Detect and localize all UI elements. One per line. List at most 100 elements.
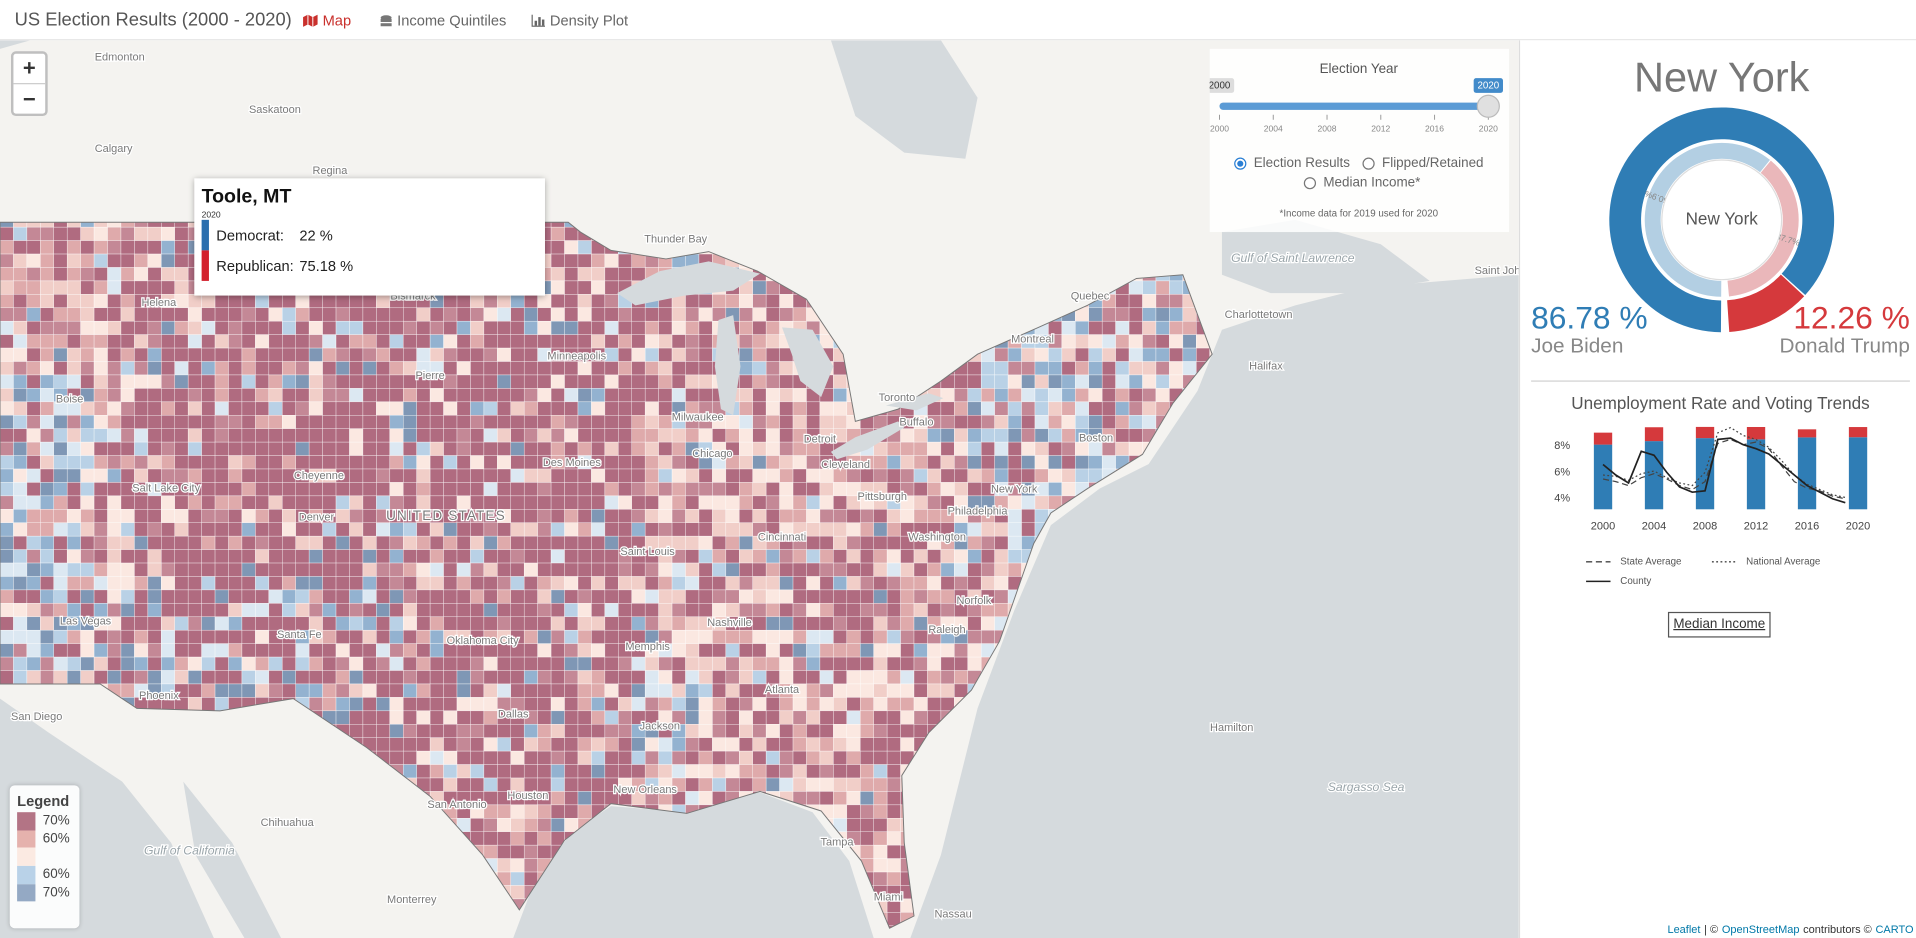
county: [685, 670, 700, 685]
county: [886, 710, 901, 725]
county: [913, 656, 928, 671]
county: [26, 253, 41, 268]
county: [604, 509, 619, 523]
county: [644, 603, 659, 618]
county: [26, 428, 41, 443]
county: [631, 307, 646, 322]
county: [241, 629, 256, 644]
county: [604, 347, 619, 362]
county: [846, 791, 861, 806]
county: [456, 777, 471, 792]
county: [456, 522, 471, 537]
county: [13, 455, 28, 470]
county: [779, 455, 794, 470]
county: [80, 629, 95, 644]
county: [523, 750, 538, 765]
county: [0, 240, 14, 255]
county: [860, 616, 874, 631]
tab-map[interactable]: Map: [303, 12, 351, 29]
county: [631, 522, 646, 537]
county: [416, 683, 431, 698]
county: [134, 616, 149, 631]
county: [66, 307, 81, 322]
county: [698, 320, 713, 335]
county: [806, 670, 821, 685]
county: [819, 495, 834, 510]
county: [335, 347, 350, 362]
county: [577, 670, 592, 685]
county: [806, 777, 821, 792]
county: [1007, 562, 1022, 577]
county: [752, 388, 767, 403]
county: [819, 603, 834, 618]
county: [739, 334, 753, 349]
county: [833, 509, 848, 523]
county: [577, 401, 592, 416]
county: [268, 320, 283, 335]
county: [873, 603, 888, 618]
county: [765, 495, 780, 510]
county: [550, 509, 565, 523]
county: [591, 603, 606, 618]
county: [416, 522, 431, 537]
county: [0, 522, 14, 537]
county: [376, 428, 391, 443]
county: [658, 428, 673, 443]
county: [523, 562, 538, 577]
county: [1021, 374, 1036, 389]
county: [967, 388, 982, 403]
county: [671, 320, 686, 335]
county: [591, 589, 606, 604]
county: [255, 683, 270, 698]
county: [26, 562, 41, 577]
county: [886, 535, 901, 550]
county: [429, 697, 444, 712]
county: [282, 535, 296, 550]
county: [228, 294, 243, 309]
county: [819, 482, 834, 497]
county: [752, 764, 767, 779]
county: [712, 629, 727, 644]
county: [147, 576, 162, 591]
county: [510, 549, 525, 564]
county: [685, 535, 700, 550]
county: [550, 656, 565, 671]
county: [13, 656, 28, 671]
county: [1169, 294, 1184, 309]
county: [725, 670, 740, 685]
county: [685, 656, 700, 671]
county: [523, 535, 538, 550]
county: [564, 240, 579, 255]
county: [537, 710, 552, 725]
county: [120, 616, 135, 631]
county: [698, 347, 713, 362]
county: [470, 401, 485, 416]
county: [416, 388, 431, 403]
county: [389, 616, 404, 631]
county: [443, 603, 458, 618]
county: [604, 280, 619, 295]
county: [80, 441, 95, 456]
county: [335, 535, 350, 550]
tab-income[interactable]: Income Quintiles: [380, 12, 506, 29]
county: [550, 428, 565, 443]
map[interactable]: Edmonton Saskatoon Calgary Regina Thunder Ba…: [0, 40, 1519, 938]
county: [765, 468, 780, 483]
county: [134, 603, 149, 618]
county: [120, 320, 135, 335]
county: [577, 495, 592, 510]
county: [456, 320, 471, 335]
county: [900, 509, 915, 523]
county: [779, 428, 794, 443]
county: [1061, 334, 1076, 349]
county: [187, 643, 202, 658]
county: [174, 428, 189, 443]
county: [26, 320, 41, 335]
county: [846, 656, 861, 671]
county: [523, 495, 538, 510]
county: [456, 482, 471, 497]
tab-density[interactable]: Density Plot: [531, 12, 628, 29]
county: [927, 468, 942, 483]
county: [671, 683, 686, 698]
county: [604, 428, 619, 443]
